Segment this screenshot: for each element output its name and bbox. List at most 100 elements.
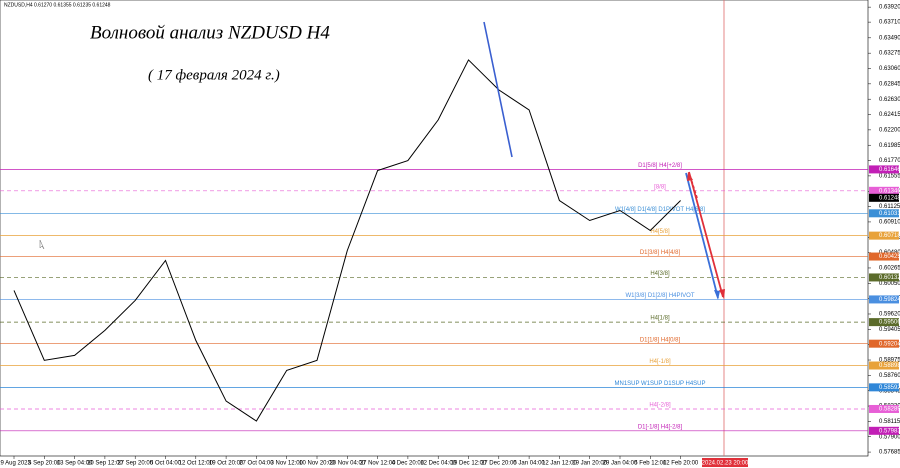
y-tick-label: 0.57685 (879, 450, 900, 456)
level-label: H4[5/8] (650, 229, 670, 235)
x-tick-label: 20 Sep 12:00 (87, 461, 123, 467)
level-label: MN1SUP W1SUP D1SUP H4SUP (614, 381, 705, 387)
wave-line (483, 21, 513, 158)
price-tag (869, 383, 899, 392)
price-tag (869, 186, 899, 195)
price-tag-label: 0.58592 (879, 385, 900, 391)
y-tick-label: 0.59405 (879, 327, 900, 333)
x-tick-label: 5 Sep 20:00 (28, 461, 61, 467)
price-tag (869, 273, 899, 282)
y-tick-label: 0.62415 (879, 112, 900, 118)
symbol-header: NZDUSD,H4 0.61270 0.61355 0.61235 0.6124… (4, 2, 111, 8)
x-tick-label: 19 Jan 20:00 (572, 461, 607, 467)
price-tag (869, 404, 899, 413)
blue-arrow (685, 172, 719, 299)
y-tick-label: 0.58115 (879, 419, 900, 425)
price-tag-label: 0.59204 (879, 341, 900, 347)
wave-arrows (483, 21, 725, 300)
price-tag (869, 339, 899, 348)
x-tick-label: 27 Sep 20:00 (117, 461, 153, 467)
price-tag-label: 0.57983 (879, 428, 900, 434)
price-tag-label: 0.61646 (879, 167, 900, 173)
level-label: W1[3/8] D1[2/8] H4PIVOT (625, 293, 694, 299)
level-label: D1[1/8] H4[0/8] (640, 337, 681, 343)
price-tag-label: 0.60718 (879, 233, 900, 239)
y-tick-label: 0.63490 (879, 35, 900, 41)
x-tick-label: 19 Oct 20:00 (209, 461, 244, 467)
price-tag-label: 0.60425 (879, 254, 900, 260)
y-tick-label: 0.61985 (879, 143, 900, 149)
y-tick-label: 0.60265 (879, 266, 900, 272)
x-tick-label: 4 Dec 20:00 (392, 461, 425, 467)
plot-frame (0, 0, 869, 457)
price-tag-label: 0.58898 (879, 363, 900, 369)
x-tick-label: 5 Oct 04:00 (150, 461, 182, 467)
price-tag (869, 361, 899, 370)
y-tick-label: 0.62845 (879, 81, 900, 87)
x-tick-label: 27 Nov 12:00 (360, 461, 396, 467)
y-tick-label: 0.58760 (879, 373, 900, 379)
x-tick-label: 10 Nov 20:00 (299, 461, 335, 467)
x-tick-label: 20 Nov 04:00 (329, 461, 365, 467)
x-tick-label: 19 Dec 12:00 (451, 461, 487, 467)
price-tag-label: 0.61346 (879, 188, 900, 194)
current-price-label: 0.61248 (879, 195, 900, 201)
y-tick-label: 0.63060 (879, 66, 900, 72)
y-tick-label: 0.63710 (879, 20, 900, 26)
arrow-head (714, 290, 720, 300)
x-tick-label: 12 Jan 12:00 (542, 461, 577, 467)
x-tick-label: 5 Jan 04:00 (513, 461, 545, 467)
arrow-head (687, 172, 693, 181)
y-tick-label: 0.60910 (879, 220, 900, 226)
y-tick-label: 0.63275 (879, 51, 900, 57)
x-tick-label: 3 Nov 12:00 (271, 461, 304, 467)
x-tick-label: 27 Dec 20:00 (481, 461, 517, 467)
y-tick-label: 0.62200 (879, 127, 900, 133)
price-tag (869, 193, 899, 202)
x-tick-label: 5 Feb 12:00 (634, 461, 667, 467)
price-tag-label: 0.61031 (879, 211, 900, 217)
y-tick-label: 0.61125 (879, 204, 900, 210)
price-tag-label: 0.58289 (879, 407, 900, 413)
level-label: H4[-1/8] (649, 359, 671, 365)
y-tick-label: 0.58975 (879, 358, 900, 364)
level-label: D1[5/8] H4[+2/8] (638, 163, 682, 169)
x-tick-label: 13 Sep 04:00 (57, 461, 93, 467)
chart-subtitle: ( 17 февраля 2024 г.) (148, 67, 280, 83)
price-tag (869, 252, 899, 261)
price-tag-label: 0.59506 (879, 320, 900, 326)
level-label: H4[-2/8] (649, 403, 671, 409)
level-label: D1[-1/8] H4[-2/8] (638, 424, 683, 430)
y-tick-label: 0.61770 (879, 158, 900, 164)
price-tag (869, 165, 899, 174)
time-marker-tag (702, 458, 748, 467)
x-tick-label: 12 Feb 20:00 (663, 461, 699, 467)
x-tick-label: 12 Dec 04:00 (420, 461, 456, 467)
cursor (39, 239, 45, 250)
y-tick-label: 0.62630 (879, 97, 900, 103)
price-tag-label: 0.60132 (879, 275, 900, 281)
price-tag-label: 0.59824 (879, 297, 900, 303)
price-tag (869, 209, 899, 218)
y-tick-label: 0.63920 (879, 5, 900, 11)
x-tick-label: 29 Aug 2023 (0, 461, 32, 467)
y-tick-label: 0.57900 (879, 434, 900, 440)
level-label: W1[4/8] D1[4/8] D1PIVOT H4[6/8] (615, 207, 705, 213)
x-tick-label: 12 Oct 12:00 (179, 461, 214, 467)
price-tag (869, 426, 899, 435)
x-tick-label: 29 Jan 04:00 (603, 461, 638, 467)
y-tick-label: 0.61555 (879, 173, 900, 179)
y-tick-label: 0.59620 (879, 312, 900, 318)
level-label: D1[3/8] H4[4/8] (640, 250, 681, 256)
price-tag (869, 295, 899, 304)
level-label: H4[3/8] (650, 271, 670, 277)
x-tick-label: 27 Oct 04:00 (239, 461, 274, 467)
red-dashed-arrow (689, 175, 698, 199)
price-tag (869, 231, 899, 240)
level-label: [8/8] (654, 184, 666, 190)
level-label: H4[1/8] (650, 316, 670, 322)
price-line (13, 59, 681, 422)
time-marker-label: 2024.02.23 20:00 (702, 461, 749, 467)
chart-title: Волновой анализ NZDUSD H4 (90, 22, 330, 43)
